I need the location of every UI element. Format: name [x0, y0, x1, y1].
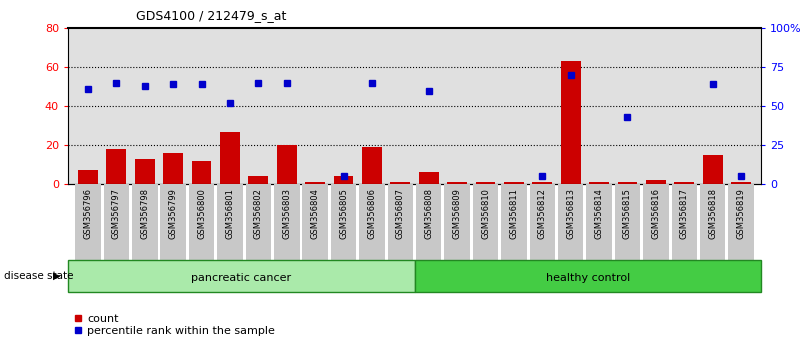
FancyBboxPatch shape	[728, 184, 754, 260]
Bar	[305, 182, 325, 184]
FancyBboxPatch shape	[160, 184, 186, 260]
Bar	[561, 62, 581, 184]
Text: ▶: ▶	[54, 271, 61, 281]
Text: GSM356803: GSM356803	[282, 188, 292, 239]
Text: GSM356812: GSM356812	[537, 188, 547, 239]
Text: GSM356817: GSM356817	[680, 188, 689, 239]
Bar	[163, 153, 183, 184]
Bar	[107, 149, 127, 184]
FancyBboxPatch shape	[445, 184, 470, 260]
FancyBboxPatch shape	[700, 184, 726, 260]
Text: GSM356800: GSM356800	[197, 188, 206, 239]
FancyBboxPatch shape	[643, 184, 669, 260]
FancyBboxPatch shape	[415, 260, 761, 292]
FancyBboxPatch shape	[671, 184, 697, 260]
Text: GSM356801: GSM356801	[225, 188, 235, 239]
Text: GSM356797: GSM356797	[112, 188, 121, 239]
Bar	[731, 182, 751, 184]
Text: GSM356798: GSM356798	[140, 188, 149, 239]
Bar	[590, 182, 609, 184]
FancyBboxPatch shape	[75, 184, 101, 260]
Bar	[191, 161, 211, 184]
FancyBboxPatch shape	[359, 184, 384, 260]
Text: GSM356811: GSM356811	[509, 188, 518, 239]
Text: GSM356804: GSM356804	[311, 188, 320, 239]
Text: pancreatic cancer: pancreatic cancer	[191, 273, 292, 283]
Text: GSM356796: GSM356796	[83, 188, 92, 239]
Bar	[702, 155, 723, 184]
Bar	[674, 182, 694, 184]
Bar	[220, 132, 239, 184]
FancyBboxPatch shape	[558, 184, 583, 260]
Text: GSM356805: GSM356805	[339, 188, 348, 239]
Legend: count, percentile rank within the sample: count, percentile rank within the sample	[74, 314, 275, 336]
Text: GSM356819: GSM356819	[737, 188, 746, 239]
Text: GSM356809: GSM356809	[453, 188, 461, 239]
Text: GSM356815: GSM356815	[623, 188, 632, 239]
Text: GSM356813: GSM356813	[566, 188, 575, 239]
Bar	[277, 145, 296, 184]
FancyBboxPatch shape	[246, 184, 271, 260]
Text: GDS4100 / 212479_s_at: GDS4100 / 212479_s_at	[136, 9, 287, 22]
FancyBboxPatch shape	[586, 184, 612, 260]
Bar	[504, 182, 524, 184]
Text: GSM356816: GSM356816	[651, 188, 660, 239]
Text: GSM356806: GSM356806	[368, 188, 376, 239]
Bar	[476, 182, 496, 184]
Text: GSM356802: GSM356802	[254, 188, 263, 239]
FancyBboxPatch shape	[331, 184, 356, 260]
Bar	[618, 182, 638, 184]
FancyBboxPatch shape	[217, 184, 243, 260]
Bar	[362, 147, 382, 184]
FancyBboxPatch shape	[416, 184, 441, 260]
FancyBboxPatch shape	[388, 184, 413, 260]
Bar	[135, 159, 155, 184]
Bar	[646, 180, 666, 184]
FancyBboxPatch shape	[68, 260, 415, 292]
Text: GSM356810: GSM356810	[481, 188, 490, 239]
Text: GSM356814: GSM356814	[594, 188, 604, 239]
Text: GSM356808: GSM356808	[425, 188, 433, 239]
FancyBboxPatch shape	[132, 184, 158, 260]
FancyBboxPatch shape	[302, 184, 328, 260]
Bar	[333, 176, 353, 184]
FancyBboxPatch shape	[473, 184, 498, 260]
FancyBboxPatch shape	[501, 184, 527, 260]
FancyBboxPatch shape	[274, 184, 300, 260]
Bar	[447, 182, 467, 184]
FancyBboxPatch shape	[614, 184, 640, 260]
Text: GSM356818: GSM356818	[708, 188, 717, 239]
Text: GSM356799: GSM356799	[169, 188, 178, 239]
FancyBboxPatch shape	[103, 184, 129, 260]
Text: healthy control: healthy control	[545, 273, 630, 283]
Bar	[248, 176, 268, 184]
Text: GSM356807: GSM356807	[396, 188, 405, 239]
FancyBboxPatch shape	[189, 184, 215, 260]
Bar	[390, 182, 410, 184]
Text: disease state: disease state	[4, 271, 74, 281]
FancyBboxPatch shape	[529, 184, 555, 260]
Bar	[533, 182, 552, 184]
Bar	[419, 172, 439, 184]
Bar	[78, 171, 98, 184]
